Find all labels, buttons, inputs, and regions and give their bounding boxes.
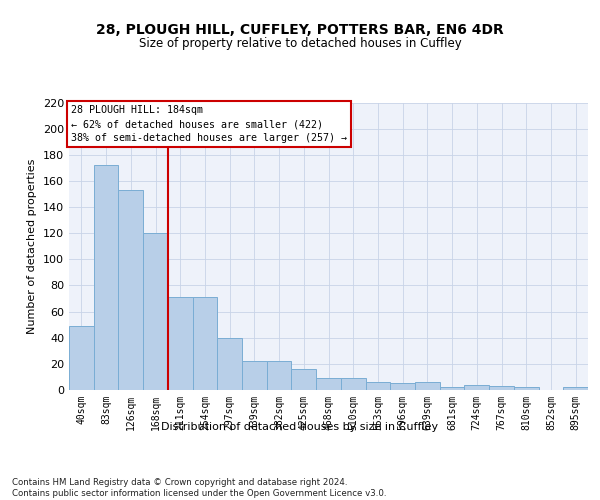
Bar	[440, 388, 464, 390]
Bar	[267, 361, 292, 390]
Text: 28 PLOUGH HILL: 184sqm
← 62% of detached houses are smaller (422)
38% of semi-de: 28 PLOUGH HILL: 184sqm ← 62% of detached…	[71, 105, 347, 143]
Text: 28, PLOUGH HILL, CUFFLEY, POTTERS BAR, EN6 4DR: 28, PLOUGH HILL, CUFFLEY, POTTERS BAR, E…	[96, 22, 504, 36]
Bar	[292, 369, 316, 390]
Bar	[69, 326, 94, 390]
Bar	[415, 382, 440, 390]
Text: Size of property relative to detached houses in Cuffley: Size of property relative to detached ho…	[139, 38, 461, 51]
Bar	[143, 233, 168, 390]
Bar	[193, 297, 217, 390]
Bar	[489, 386, 514, 390]
Bar	[464, 385, 489, 390]
Bar	[217, 338, 242, 390]
Bar	[514, 388, 539, 390]
Bar	[118, 190, 143, 390]
Bar	[365, 382, 390, 390]
Text: Contains HM Land Registry data © Crown copyright and database right 2024.
Contai: Contains HM Land Registry data © Crown c…	[12, 478, 386, 498]
Text: Distribution of detached houses by size in Cuffley: Distribution of detached houses by size …	[161, 422, 439, 432]
Bar	[316, 378, 341, 390]
Bar	[168, 297, 193, 390]
Y-axis label: Number of detached properties: Number of detached properties	[28, 158, 37, 334]
Bar	[341, 378, 365, 390]
Bar	[390, 384, 415, 390]
Bar	[242, 361, 267, 390]
Bar	[563, 388, 588, 390]
Bar	[94, 165, 118, 390]
